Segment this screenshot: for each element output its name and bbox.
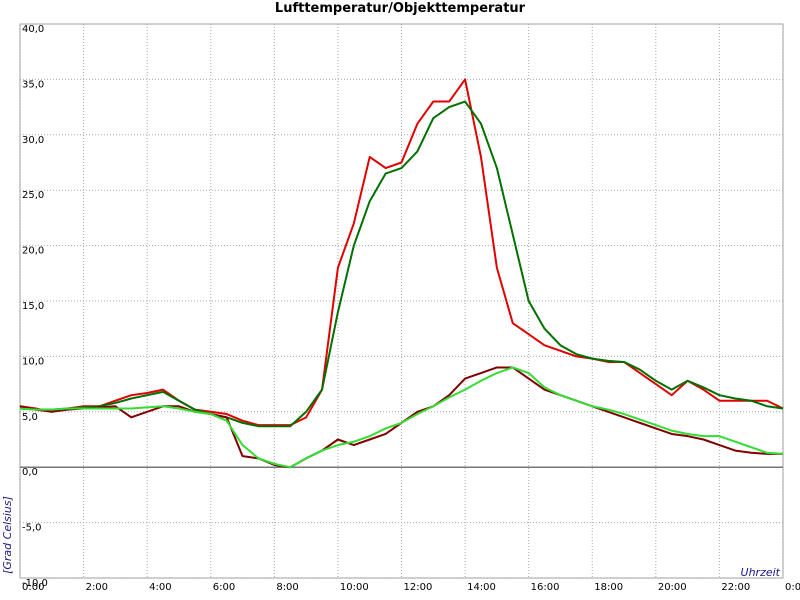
y-tick-label: 30,0 — [22, 135, 44, 146]
x-tick-label: 22:00 — [721, 582, 750, 593]
x-tick-label: 2:00 — [86, 582, 108, 593]
x-tick-label: 8:00 — [276, 582, 298, 593]
x-tick-label: 12:00 — [404, 582, 433, 593]
y-tick-label: 25,0 — [22, 190, 44, 201]
y-tick-label: 20,0 — [22, 246, 44, 257]
x-tick-label: 4:00 — [149, 582, 171, 593]
data-line — [19, 78, 784, 427]
x-tick-label: 20:00 — [658, 582, 687, 593]
data-line — [19, 100, 784, 428]
y-tick-label: -5,0 — [22, 523, 42, 534]
data-line — [19, 366, 784, 469]
y-tick-label: -10,0 — [22, 578, 48, 589]
y-tick-label: 35,0 — [22, 79, 44, 90]
x-tick-label: 6:00 — [213, 582, 235, 593]
x-tick-label: 16:00 — [531, 582, 560, 593]
x-tick-label: 10:00 — [340, 582, 369, 593]
x-axis-label: Uhrzeit — [741, 566, 781, 579]
y-tick-label: 0,0 — [22, 467, 38, 478]
x-tick-label: 14:00 — [467, 582, 496, 593]
x-tick-label: 0:00 — [785, 582, 800, 593]
chart-title: Lufttemperatur/Objekttemperatur — [275, 1, 526, 16]
y-tick-label: 10,0 — [22, 356, 44, 367]
x-tick-label: 0:00 — [22, 582, 44, 593]
y-tick-label: 5,0 — [22, 412, 38, 423]
x-tick-label: 18:00 — [594, 582, 623, 593]
y-tick-label: 15,0 — [22, 301, 44, 312]
y-tick-label: 40,0 — [22, 24, 44, 35]
y-axis-label: [Grad Celsius] — [1, 496, 14, 574]
